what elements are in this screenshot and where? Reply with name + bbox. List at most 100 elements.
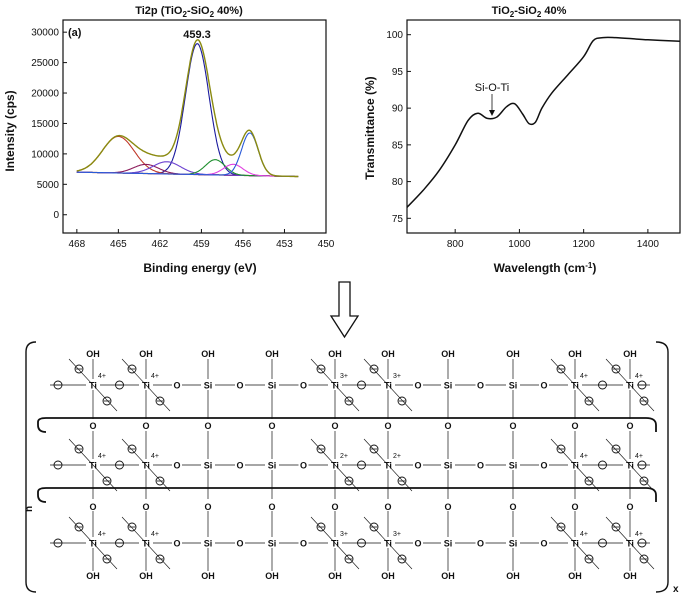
oxygen-circle-ring (53, 460, 63, 470)
ftir-y-tick-label: 75 (392, 214, 404, 225)
ftir-y-tick-label: 95 (392, 67, 404, 78)
bridging-oxygen-label: O (540, 539, 547, 549)
atom-label-backing (328, 537, 342, 548)
diagonal-bond-line (68, 438, 118, 492)
xps-curves (76, 39, 299, 178)
silicon-atom: Si (509, 461, 518, 471)
oxygen-circle-ring (344, 396, 354, 406)
oxygen-circle-ring (397, 554, 407, 564)
structure-row-1: Ti4+OHTi4+OHSiOHSiOHTi3+OHTi3+OHSiOHSiOH… (50, 349, 655, 419)
diagonal-bond-line (121, 358, 171, 412)
bridging-oxygen-label: O (300, 461, 307, 471)
bridging-oxygen-backing (172, 459, 182, 470)
atom-label-backing (86, 379, 100, 390)
inter-row-oxygen-backing (570, 501, 580, 511)
hydroxyl-backing (380, 349, 396, 359)
diagonal-bond-line (550, 438, 600, 492)
inner-bracket-bottom (37, 487, 657, 503)
oxygen-circle-ring (155, 396, 165, 406)
oxidation-state-label: 4+ (98, 531, 106, 538)
oxygen-circle (369, 364, 379, 374)
oxygen-circle-ring (127, 522, 137, 532)
oxygen-circle-ring (344, 476, 354, 486)
diagonal-bond-line (363, 358, 413, 412)
titanium-atom: Ti (384, 381, 392, 391)
atom-label-backing (265, 459, 279, 470)
oxygen-circle (102, 554, 112, 564)
atom-label-backing (265, 379, 279, 390)
oxygen-circle (556, 364, 566, 374)
atom-label-backing (381, 537, 395, 548)
bridging-oxygen-label: O (236, 539, 243, 549)
hydroxyl-label: OH (441, 571, 455, 581)
bridging-oxygen-backing (539, 537, 549, 548)
atom-label-backing (441, 537, 455, 548)
silicon-atom: Si (509, 539, 518, 549)
diagonal-bond-line (68, 516, 118, 570)
xps-x-tick-label: 462 (152, 239, 169, 250)
hydroxyl-label: OH (139, 571, 153, 581)
oxygen-circle-ring (637, 380, 647, 390)
bridging-oxygen-backing (298, 537, 309, 548)
bridging-oxygen-backing (235, 537, 245, 548)
oxygen-circle (369, 522, 379, 532)
hydroxyl-label: OH (86, 349, 100, 359)
bridging-oxygen-backing (235, 379, 245, 390)
hydroxyl-label: OH (86, 571, 100, 581)
oxidation-state-label: 3+ (393, 373, 401, 380)
ftir-annotation-arrowhead (489, 110, 495, 116)
inter-row-oxygen-label: O (204, 502, 211, 512)
oxidation-state-label: 4+ (151, 373, 159, 380)
oxidation-state-label: 3+ (340, 531, 348, 538)
xps-y-axis-label: Intensity (cps) (3, 90, 17, 171)
hydroxyl-backing (505, 349, 521, 359)
silicon-atom: Si (268, 539, 277, 549)
oxygen-circle-ring (357, 380, 366, 390)
oxygen-circle-ring (155, 476, 165, 486)
oxidation-state-label: 4+ (580, 453, 588, 460)
titanium-atom: Ti (89, 539, 97, 549)
structure-row-3: Ti4+OHTi4+OHSiOHSiOHTi3+OHTi3+OHSiOHSiOH… (50, 509, 655, 581)
atom-label-backing (139, 459, 153, 470)
oxygen-circle (598, 380, 607, 390)
atom-label-backing (201, 459, 215, 470)
inter-row-oxygen-backing (203, 501, 213, 511)
silicon-atom: Si (268, 381, 277, 391)
hydroxyl-backing (85, 349, 101, 359)
xps-y-tick-label: 20000 (31, 89, 59, 100)
oxygen-circle (584, 554, 594, 564)
hydroxyl-label: OH (381, 349, 395, 359)
diagonal-bond-line (605, 516, 655, 570)
oxygen-circle (155, 396, 165, 406)
hydroxyl-backing (622, 349, 638, 359)
oxygen-circle (102, 396, 112, 406)
xps-x-tick-label: 465 (110, 239, 127, 250)
oxygen-circle (611, 444, 621, 454)
hydroxyl-backing (200, 349, 216, 359)
oxygen-circle-ring (357, 538, 366, 548)
hydroxyl-label: OH (441, 349, 455, 359)
hydroxyl-label: OH (328, 349, 342, 359)
diagonal-bond-line (363, 438, 413, 492)
silicon-atom: Si (204, 539, 213, 549)
ftir-spectrum-line (406, 36, 681, 208)
inter-row-oxygen-label: O (384, 421, 391, 431)
oxidation-state-label: 4+ (151, 453, 159, 460)
bridging-oxygen-backing (413, 537, 423, 548)
oxygen-circle (556, 444, 566, 454)
oxidation-state-label: 4+ (635, 373, 643, 380)
ftir-axis-ticks: 800 1000 1200 1400 75 80 85 90 95 100 (386, 30, 659, 250)
ftir-y-axis-label: Transmittance (%) (363, 76, 377, 179)
oxygen-circle (357, 460, 366, 470)
atom-label-backing (139, 379, 153, 390)
ftir-y-tick-label: 90 (392, 104, 404, 115)
oxidation-state-label: 4+ (98, 373, 106, 380)
oxygen-circle (115, 460, 124, 470)
ftir-x-tick-label: 1200 (573, 239, 596, 250)
xps-x-tick-label: 453 (276, 239, 293, 250)
oxygen-circle (397, 396, 407, 406)
titanium-atom: Ti (89, 381, 97, 391)
hydroxyl-label: OH (506, 349, 520, 359)
hydroxyl-backing (440, 349, 456, 359)
bridging-oxygen-backing (235, 459, 245, 470)
